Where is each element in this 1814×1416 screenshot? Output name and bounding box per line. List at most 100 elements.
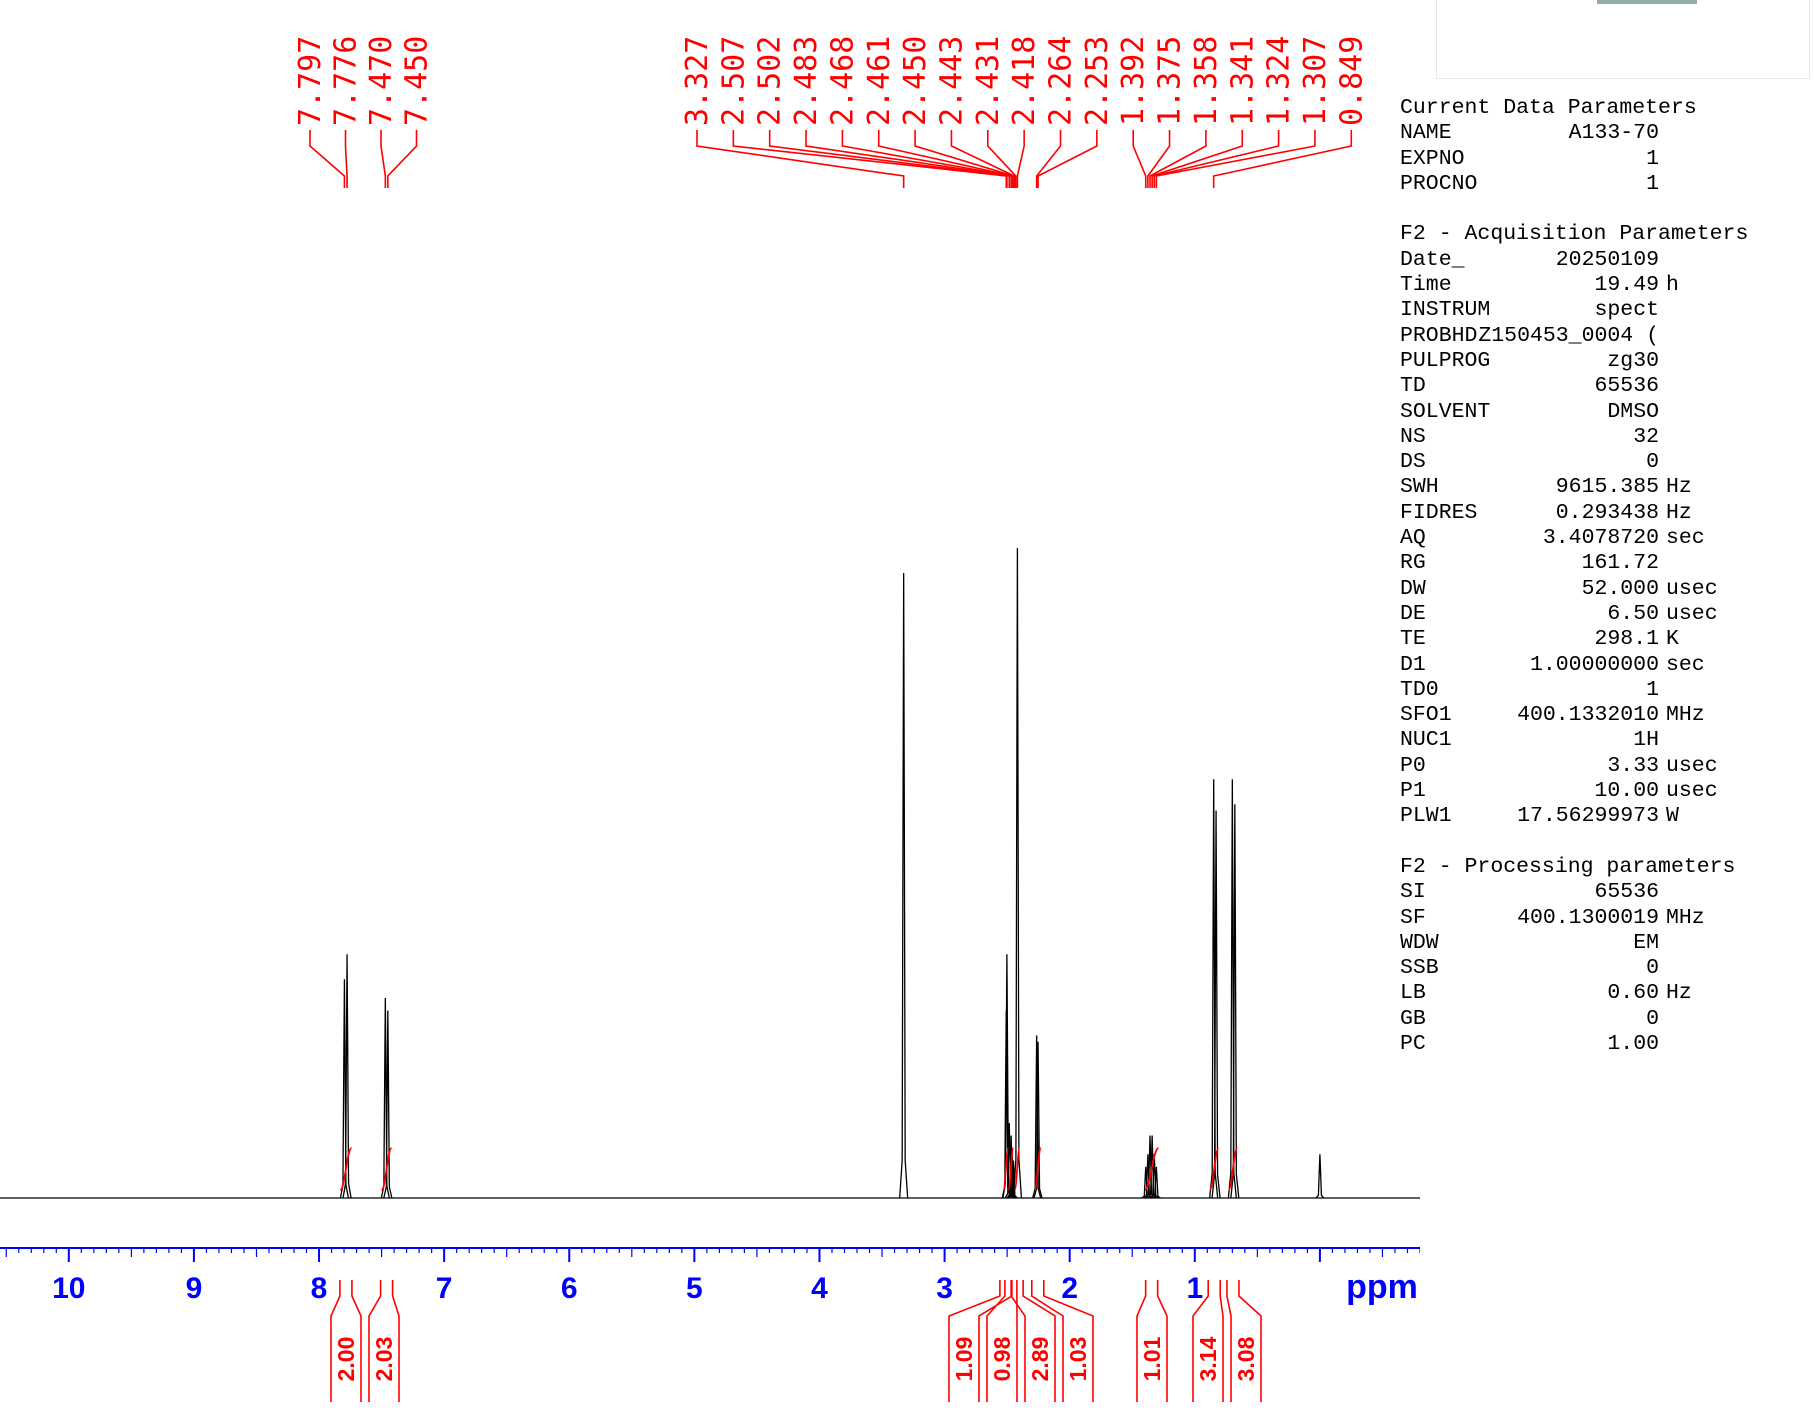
integral-curve-2 <box>1002 1147 1010 1191</box>
spectrum-peak-11 <box>1012 547 1023 1199</box>
peak-leader-4 <box>696 130 905 188</box>
param-name: RG <box>1400 551 1426 576</box>
spectrum-peak-16 <box>1145 1135 1155 1199</box>
param-unit: MHz <box>1666 703 1705 728</box>
param-name: INSTRUM <box>1400 298 1491 323</box>
param-value: 1 <box>1646 171 1659 196</box>
integral-curve-1 <box>380 1147 393 1191</box>
spectrum-peak-24 <box>1315 1154 1325 1199</box>
peak-label-1: 7.776 <box>329 36 364 126</box>
param-unit: K <box>1666 627 1679 652</box>
processing-params-title: F2 - Processing parameters <box>1400 854 1736 879</box>
param-value: 1.00000000 <box>1529 652 1659 677</box>
param-name: PROCNO <box>1400 171 1478 196</box>
acq-row-plw1: PLW1 17.56299973 W <box>1400 804 1814 829</box>
integral-value-8: 3.08 <box>1233 1336 1259 1381</box>
acq-row-aq: AQ 3.4078720 sec <box>1400 526 1814 551</box>
acquisition-params-list: Date_ 20250109 Time 19.49 h INSTRUM spect PROBH… <box>1400 248 1814 830</box>
acq-row-pulprog: PULPROG zg30 <box>1400 349 1814 374</box>
integral-value-5: 1.03 <box>1065 1337 1091 1382</box>
spectrum-peak-17 <box>1147 1135 1157 1199</box>
peak-label-19: 1.341 <box>1225 36 1260 126</box>
integral-label-3: 0.98 <box>986 1280 1018 1402</box>
param-name: GB <box>1400 1006 1426 1031</box>
acq-row-p0: P0 3.33 usec <box>1400 754 1814 779</box>
peak-label-20: 1.324 <box>1262 36 1297 126</box>
param-name: P1 <box>1400 779 1426 804</box>
acq-row-solvent: SOLVENT DMSO <box>1400 400 1814 425</box>
spectrum-peak-19 <box>1152 1166 1161 1199</box>
param-value: 6.50 <box>1607 601 1659 626</box>
peak-leader-22 <box>1212 130 1353 188</box>
param-name: DE <box>1400 601 1426 626</box>
integral-label-4: 2.89 <box>1010 1280 1056 1402</box>
integral-curve-4 <box>1013 1147 1021 1191</box>
spectrum-peak-13 <box>1033 1041 1043 1199</box>
param-value: 3.4078720 <box>1542 526 1659 551</box>
peak-label-13: 2.418 <box>1007 36 1042 126</box>
x-axis-unit-label: ppm <box>1346 1268 1418 1306</box>
param-value: 52.000 <box>1581 576 1659 601</box>
param-name: Time <box>1400 273 1452 298</box>
param-value: 400.1332010 <box>1517 703 1659 728</box>
peak-leader-2 <box>380 130 387 188</box>
param-name: DW <box>1400 576 1426 601</box>
param-value: zg30 <box>1607 348 1659 373</box>
acq-row-dw: DW 52.000 usec <box>1400 577 1814 602</box>
acq-row-sfo1: SFO1 400.1332010 MHz <box>1400 703 1814 728</box>
param-value: 20250109 <box>1555 247 1659 272</box>
proc-row-wdw: WDW EM <box>1400 931 1814 956</box>
spectrum-peak-3 <box>383 1010 393 1199</box>
peak-label-10: 2.450 <box>898 36 933 126</box>
peak-leader-13 <box>1016 130 1025 188</box>
acquisition-params-title: F2 - Acquisition Parameters <box>1400 222 1749 247</box>
param-name: SSB <box>1400 956 1439 981</box>
integral-curve-8 <box>1227 1147 1239 1191</box>
proc-row-gb: GB 0 <box>1400 1007 1814 1032</box>
param-value: spect <box>1594 298 1659 323</box>
integral-value-4: 2.89 <box>1027 1337 1053 1382</box>
param-value: 65536 <box>1594 374 1659 399</box>
peak-leader-11 <box>950 130 1016 188</box>
param-value: 1 <box>1646 677 1659 702</box>
param-name: EXPNO <box>1400 146 1465 171</box>
param-value: 0 <box>1646 1006 1659 1031</box>
peak-label-17: 1.375 <box>1153 36 1188 126</box>
current-row-procno: PROCNO 1 <box>1400 172 1814 197</box>
param-unit: usec <box>1666 779 1718 804</box>
param-value: 9615.385 <box>1555 475 1659 500</box>
peak-label-12: 2.431 <box>971 36 1006 126</box>
proc-row-lb: LB 0.60 Hz <box>1400 981 1814 1006</box>
peak-label-6: 2.502 <box>753 36 788 126</box>
peak-leader-15 <box>1037 130 1098 188</box>
param-value: 0.293438 <box>1555 500 1659 525</box>
peak-leader-16 <box>1132 130 1147 188</box>
acq-row-probhd: PROBHD Z150453_0004 ( <box>1400 324 1814 349</box>
peak-leader-7 <box>805 130 1011 188</box>
integral-value-3: 0.98 <box>989 1336 1015 1381</box>
peak-label-2: 7.470 <box>364 36 399 126</box>
current-params-title: Current Data Parameters <box>1400 96 1697 120</box>
param-unit: usec <box>1666 601 1718 626</box>
peak-leader-3 <box>387 130 418 188</box>
param-name: D1 <box>1400 652 1426 677</box>
peak-leader-10 <box>914 130 1015 188</box>
logo-image <box>1597 0 1697 4</box>
peak-label-18: 1.358 <box>1189 36 1224 126</box>
proc-row-si: SI 65536 <box>1400 880 1814 905</box>
param-name: PROBHD <box>1400 323 1478 348</box>
param-value: 1.00 <box>1607 1031 1659 1056</box>
integral-label-5: 1.03 <box>1030 1280 1094 1402</box>
param-value: 0 <box>1646 450 1659 475</box>
param-value: 19.49 <box>1594 273 1659 298</box>
param-name: P0 <box>1400 753 1426 778</box>
peak-label-3: 7.450 <box>400 36 435 126</box>
peak-label-21: 1.307 <box>1298 36 1333 126</box>
parameter-panel: Current Data Parameters NAME A133-70 EXPNO… <box>1400 96 1814 1057</box>
param-value: Z150453_0004 ( <box>1478 323 1659 348</box>
param-unit: Hz <box>1666 500 1692 525</box>
param-unit: sec <box>1666 526 1705 551</box>
param-name: TD <box>1400 374 1426 399</box>
param-value: 1 <box>1646 146 1659 171</box>
x-tick-label-7: 7 <box>436 1272 453 1305</box>
